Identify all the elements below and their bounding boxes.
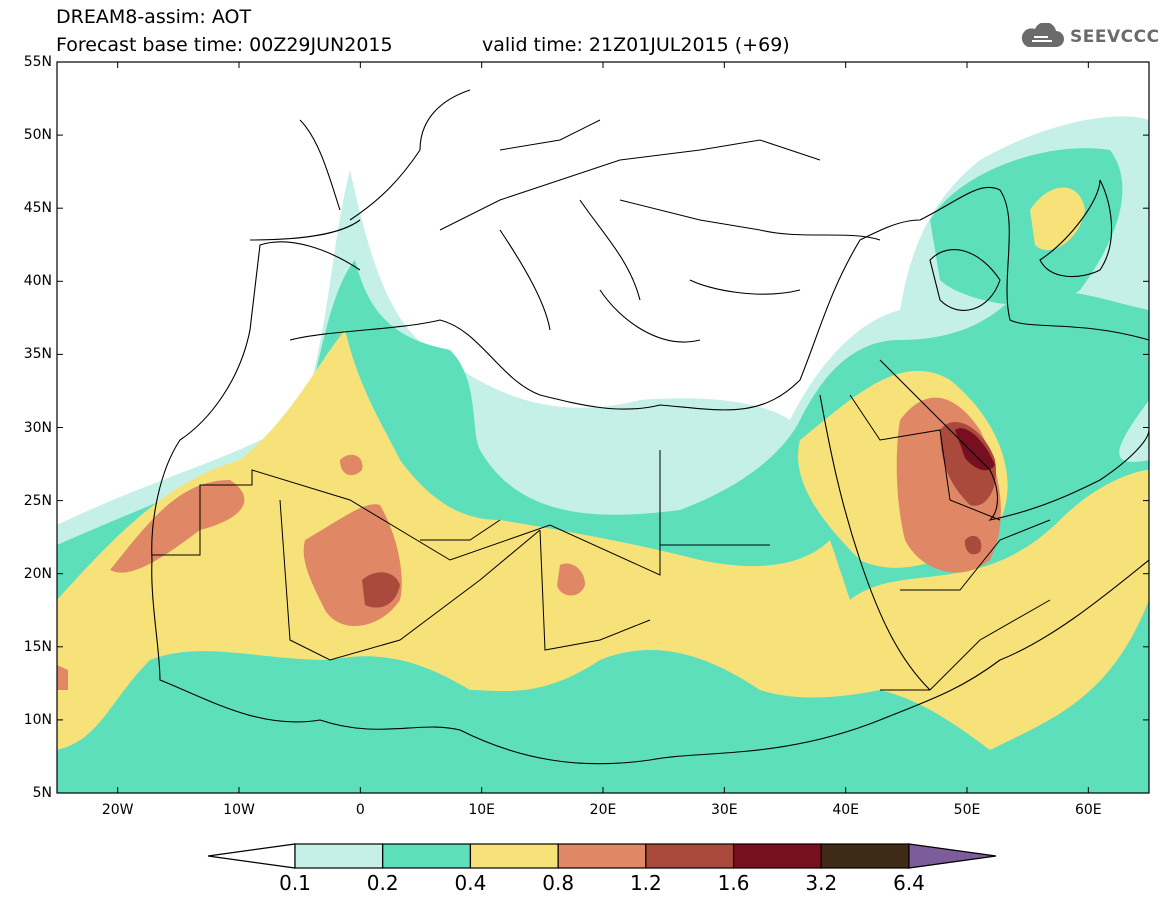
forecast-base-time: Forecast base time: 00Z29JUN2015 [56, 34, 393, 56]
country-borders [152, 119, 1051, 691]
x-tick-label: 0 [355, 802, 365, 818]
colorbar-segment [469, 843, 559, 869]
x-tick-label: 20E [589, 802, 617, 818]
y-tick-label: 50N [23, 127, 52, 144]
y-tick-label: 55N [23, 54, 52, 70]
x-tick-label: 50E [953, 802, 981, 818]
y-tick-label: 5N [32, 785, 52, 801]
axis-ticks [57, 61, 1149, 794]
colorbar-segment [382, 843, 472, 869]
colorbar-label: 1.6 [717, 871, 750, 895]
seevccc-logo: SEEVCCC [1018, 22, 1160, 52]
y-tick-label: 40N [23, 273, 52, 290]
colorbar-label: 0.1 [279, 871, 311, 895]
colorbar-label: 6.4 [893, 871, 925, 895]
aot-field [57, 62, 1149, 793]
valid-time: valid time: 21Z01JUL2015 (+69) [482, 34, 790, 56]
y-tick-label: 35N [23, 346, 52, 363]
colorbar-segment [294, 843, 384, 869]
colorbar-segment [732, 843, 822, 869]
y-tick-label: 10N [23, 711, 52, 728]
y-tick-label: 30N [23, 419, 52, 436]
y-tick-label: 45N [23, 200, 52, 217]
y-tick-label: 15N [23, 638, 52, 655]
y-tick-label: 20N [23, 565, 52, 582]
colorbar-label: 3.2 [805, 871, 838, 895]
colorbar-label: 0.4 [454, 871, 487, 895]
x-tick-label: 30E [710, 802, 738, 818]
cloud-icon [1021, 23, 1064, 47]
aot-1.6-3.2-band [955, 428, 995, 471]
x-tick-label: 40E [832, 802, 859, 818]
x-tick-label: 60E [1074, 802, 1102, 818]
colorbar-min-triangle [207, 843, 296, 869]
colorbar-label: 1.2 [629, 871, 662, 895]
colorbar-label: 0.8 [542, 871, 575, 895]
x-tick-label: 10W [223, 802, 255, 818]
x-tick-label: 10E [468, 802, 495, 818]
colorbar-segment [820, 843, 910, 869]
y-tick-label: 25N [23, 492, 52, 509]
x-tick-label: 20W [101, 802, 134, 818]
colorbar-segment [645, 843, 735, 869]
colorbar-label: 0.2 [366, 871, 399, 895]
logo-text: SEEVCCC [1070, 27, 1160, 47]
colorbar-max-triangle [908, 843, 997, 869]
chart-title: DREAM8-assim: AOT [56, 6, 252, 28]
colorbar-segment [557, 843, 647, 869]
coastlines [151, 89, 1149, 765]
